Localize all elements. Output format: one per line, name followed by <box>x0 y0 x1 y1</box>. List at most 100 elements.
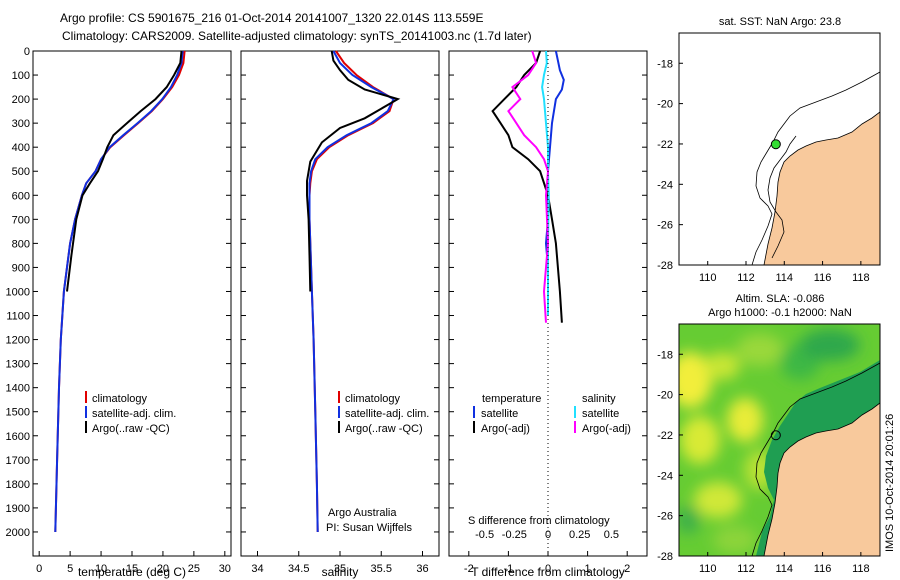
imos-side-label: IMOS 10-Oct-2014 20:01:26 <box>884 414 896 552</box>
land <box>763 402 880 556</box>
legend-label: satellite <box>481 408 518 420</box>
salinity-xlabel: salinity <box>322 565 359 579</box>
legend-label: satellite <box>582 408 619 420</box>
y-tick-label: 1000 <box>6 286 30 298</box>
sla-title-line1: Altim. SLA: -0.086 <box>736 293 825 305</box>
legend-header-temperature: temperature <box>482 393 541 405</box>
shelf-contour <box>767 135 797 259</box>
series-line-salinity-argo-adj- <box>507 50 550 323</box>
y-tick-label: 900 <box>12 262 30 274</box>
x-tick-label: 34 <box>251 563 263 575</box>
x-tick-label: 10 <box>95 563 107 575</box>
difference-legend: temperature salinity satellite Argo(-adj… <box>468 393 631 527</box>
sst-axes <box>678 32 881 266</box>
sla-axes <box>678 323 881 557</box>
y-tick-label: -24 <box>657 470 673 482</box>
series-line-satellite-adj-clim- <box>54 50 184 533</box>
legend-label: climatology <box>92 393 148 405</box>
y-tick-label: 500 <box>12 166 30 178</box>
series-line-argo-raw-qc- <box>66 50 183 292</box>
x-tick-label: -1 <box>504 563 514 575</box>
x-tick-label: 0 <box>36 563 42 575</box>
sst-map <box>679 33 880 265</box>
y-tick-label: -28 <box>657 551 673 563</box>
y-tick-label: -22 <box>657 430 673 442</box>
sla-title-line2: Argo h1000: -0.1 h2000: NaN <box>708 307 852 319</box>
x-tick-label: 110 <box>699 272 717 284</box>
y-tick-label: 1500 <box>6 407 30 419</box>
land <box>763 111 880 265</box>
x-tick-label: 5 <box>67 563 73 575</box>
y-tick-label: 100 <box>12 70 30 82</box>
x-tick-label: 112 <box>737 272 755 284</box>
s-diff-label: S difference from climatology <box>468 515 610 527</box>
sla-map <box>679 324 880 556</box>
annotation-line: PI: Susan Wijffels <box>326 522 412 534</box>
y-tick-label: -20 <box>657 99 673 111</box>
y-tick-label: -26 <box>657 511 673 523</box>
y-tick-label: 200 <box>12 94 30 106</box>
legend-label: Argo(..raw -QC) <box>345 423 423 435</box>
shelf-contour <box>751 71 880 265</box>
y-tick-label: 0 <box>24 46 30 58</box>
legend-header-salinity: salinity <box>582 393 616 405</box>
salinity-plot: 34 34.5 35 35.5 36 <box>241 50 439 575</box>
series-line-temperature-argo-adj- <box>491 50 563 323</box>
y-tick-label: -26 <box>657 220 673 232</box>
y-tick-label: 1900 <box>6 503 30 515</box>
x-tick-label: 114 <box>776 563 794 575</box>
x-tick-label: 15 <box>126 563 138 575</box>
x-tick-label: 1 <box>585 563 591 575</box>
y-tick-label: -28 <box>657 260 673 272</box>
x-tick-label: -2 <box>464 563 474 575</box>
sst-ticks: 110 112 114 116 118 -18 -20 -22 -24 -26 -28 <box>657 58 870 284</box>
y-tick-label: 1400 <box>6 383 30 395</box>
header-line1: Argo profile: CS 5901675_216 01-Oct-2014… <box>60 11 483 25</box>
y-tick-label: 2000 <box>6 527 30 539</box>
y-tick-label: -22 <box>657 139 673 151</box>
sla-field <box>679 329 860 554</box>
shelf-contour <box>751 362 880 556</box>
y-tick-label: 1100 <box>6 311 30 323</box>
argo-float-marker <box>770 139 781 150</box>
y-tick-label: 1700 <box>6 455 30 467</box>
x-tick-label: 36 <box>416 563 428 575</box>
legend-label: satellite-adj. clim. <box>92 408 176 420</box>
s-diff-tick-label: 0.5 <box>604 529 619 541</box>
y-tick-label: 1200 <box>6 335 30 347</box>
s-diff-tick-label: 0 <box>545 529 551 541</box>
x-tick-label: 110 <box>699 563 717 575</box>
x-tick-label: 2 <box>624 563 630 575</box>
x-tick-label: 112 <box>737 563 755 575</box>
x-tick-label: 116 <box>814 272 832 284</box>
y-tick-label: 400 <box>12 142 30 154</box>
x-tick-label: 20 <box>157 563 169 575</box>
sst-title: sat. SST: NaN Argo: 23.8 <box>719 16 841 28</box>
x-tick-label: 34.5 <box>288 563 309 575</box>
x-tick-label: 35 <box>334 563 346 575</box>
s-diff-tick-label: 0.25 <box>569 529 590 541</box>
y-tick-label: 700 <box>12 214 30 226</box>
s-diff-tick-label: -0.5 <box>475 529 494 541</box>
temperature-xlabel: temperature (deg C) <box>78 565 186 579</box>
s-diff-tick-label: -0.25 <box>502 529 527 541</box>
legend-label: Argo(..raw -QC) <box>92 423 170 435</box>
sla-ticks: 110 112 114 116 118 -18 -20 -22 -24 -26 -28 <box>657 349 870 575</box>
y-tick-label: -20 <box>657 390 673 402</box>
series-line-climatology <box>54 50 186 533</box>
x-tick-label: 35.5 <box>371 563 392 575</box>
y-tick-label: -18 <box>657 349 673 361</box>
temperature-legend: climatology satellite-adj. clim. Argo(..… <box>85 391 176 435</box>
x-tick-label: 0 <box>545 563 551 575</box>
series-line-satellite-adj-clim- <box>308 50 395 533</box>
legend-label: climatology <box>345 393 401 405</box>
salinity-legend: climatology satellite-adj. clim. Argo(..… <box>326 391 429 534</box>
legend-label: Argo(-adj) <box>582 423 631 435</box>
header-line2: Climatology: CARS2009. Satellite-adjuste… <box>62 29 532 43</box>
y-tick-label: 1300 <box>6 359 30 371</box>
x-tick-label: 116 <box>814 563 832 575</box>
salinity-axes <box>240 50 440 557</box>
y-tick-label: 600 <box>12 190 30 202</box>
legend-label: satellite-adj. clim. <box>345 408 429 420</box>
